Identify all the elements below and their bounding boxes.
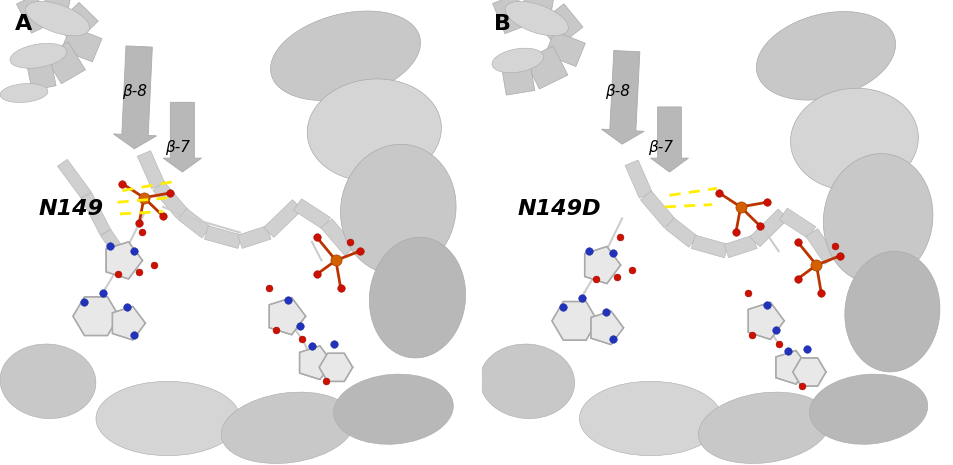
Polygon shape bbox=[590, 311, 623, 345]
Polygon shape bbox=[55, 2, 98, 44]
Polygon shape bbox=[16, 0, 51, 33]
Polygon shape bbox=[112, 306, 145, 340]
Polygon shape bbox=[44, 42, 86, 84]
Ellipse shape bbox=[307, 79, 441, 181]
Polygon shape bbox=[72, 297, 119, 336]
Polygon shape bbox=[492, 0, 528, 33]
Polygon shape bbox=[524, 46, 567, 89]
Ellipse shape bbox=[756, 12, 895, 100]
Polygon shape bbox=[237, 226, 271, 248]
FancyArrow shape bbox=[113, 46, 156, 149]
Polygon shape bbox=[152, 181, 188, 219]
Polygon shape bbox=[57, 159, 91, 199]
Polygon shape bbox=[263, 199, 302, 238]
Polygon shape bbox=[639, 191, 675, 228]
Polygon shape bbox=[137, 151, 165, 189]
Polygon shape bbox=[204, 226, 242, 248]
Polygon shape bbox=[552, 301, 597, 340]
Polygon shape bbox=[779, 208, 815, 238]
Polygon shape bbox=[544, 31, 585, 66]
Polygon shape bbox=[320, 219, 355, 256]
Text: B: B bbox=[494, 14, 511, 34]
Polygon shape bbox=[624, 160, 652, 198]
Polygon shape bbox=[664, 218, 697, 247]
Polygon shape bbox=[691, 235, 727, 258]
Ellipse shape bbox=[271, 11, 420, 100]
Ellipse shape bbox=[492, 48, 543, 73]
Polygon shape bbox=[269, 298, 305, 335]
Polygon shape bbox=[100, 229, 130, 264]
Ellipse shape bbox=[0, 344, 96, 419]
Text: β-8: β-8 bbox=[122, 84, 147, 99]
Polygon shape bbox=[584, 246, 620, 284]
Ellipse shape bbox=[340, 144, 456, 274]
Ellipse shape bbox=[822, 153, 932, 284]
Ellipse shape bbox=[844, 251, 939, 372]
Ellipse shape bbox=[10, 43, 67, 68]
Text: N149D: N149D bbox=[517, 199, 600, 219]
FancyArrow shape bbox=[601, 51, 643, 144]
Text: β-7: β-7 bbox=[165, 140, 190, 154]
Ellipse shape bbox=[369, 237, 465, 358]
Text: β-7: β-7 bbox=[647, 140, 672, 154]
Ellipse shape bbox=[505, 1, 568, 36]
Polygon shape bbox=[61, 27, 102, 62]
Polygon shape bbox=[106, 242, 142, 279]
Ellipse shape bbox=[479, 344, 574, 419]
Polygon shape bbox=[537, 4, 582, 47]
FancyArrow shape bbox=[163, 102, 201, 172]
Ellipse shape bbox=[334, 374, 453, 445]
Ellipse shape bbox=[809, 374, 927, 445]
Ellipse shape bbox=[790, 88, 918, 191]
Text: A: A bbox=[14, 14, 31, 34]
Polygon shape bbox=[40, 0, 71, 30]
Polygon shape bbox=[747, 302, 783, 339]
Polygon shape bbox=[792, 358, 825, 386]
Polygon shape bbox=[318, 353, 353, 381]
Polygon shape bbox=[177, 208, 211, 238]
Polygon shape bbox=[294, 199, 330, 229]
Ellipse shape bbox=[0, 84, 48, 102]
Text: N149: N149 bbox=[38, 199, 104, 219]
Polygon shape bbox=[519, 0, 553, 30]
Ellipse shape bbox=[221, 392, 355, 464]
Polygon shape bbox=[749, 209, 787, 247]
Ellipse shape bbox=[96, 381, 240, 456]
Polygon shape bbox=[723, 235, 757, 258]
Polygon shape bbox=[81, 193, 111, 235]
Polygon shape bbox=[775, 351, 807, 384]
FancyArrow shape bbox=[650, 107, 688, 172]
Polygon shape bbox=[500, 58, 535, 95]
Ellipse shape bbox=[698, 392, 829, 464]
Polygon shape bbox=[299, 346, 333, 379]
Polygon shape bbox=[805, 229, 836, 264]
Ellipse shape bbox=[26, 1, 90, 36]
Polygon shape bbox=[26, 54, 56, 90]
Ellipse shape bbox=[578, 381, 720, 456]
Text: β-8: β-8 bbox=[604, 84, 629, 99]
